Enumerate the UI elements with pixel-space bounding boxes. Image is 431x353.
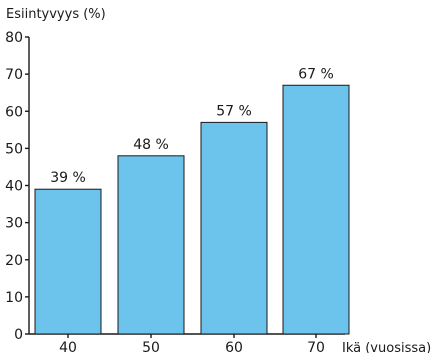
bar-70 [282,84,350,335]
x-tick-label: 50 [142,340,160,353]
ticks: 0 10 20 30 40 50 60 70 80 40 50 60 70 [5,30,325,353]
y-axis-title: Esiintyvyys (%) [6,7,106,22]
y-tick-label: 50 [5,141,23,157]
y-tick-label: 20 [5,253,23,269]
data-labels: 39 % 48 % 57 % 67 % [50,66,334,186]
y-tick-label: 70 [5,67,23,83]
x-tick-label: 60 [225,340,243,353]
x-axis-title: Ikä (vuosissa) [342,341,431,353]
data-label: 39 % [50,170,86,186]
data-label: 67 % [298,66,334,82]
y-tick-label: 30 [5,216,23,232]
data-label: 48 % [133,137,169,153]
y-tick-label: 60 [5,104,23,120]
y-tick-label: 80 [5,30,23,46]
y-tick-label: 40 [5,179,23,195]
bar-40 [34,188,102,335]
data-label: 57 % [216,103,252,119]
bar-60 [200,121,268,335]
y-tick-label: 0 [14,327,23,343]
bars [34,84,350,335]
bar-50 [117,155,185,335]
x-tick-label: 40 [59,340,77,353]
y-tick-label: 10 [5,290,23,306]
x-tick-label: 70 [307,340,325,353]
